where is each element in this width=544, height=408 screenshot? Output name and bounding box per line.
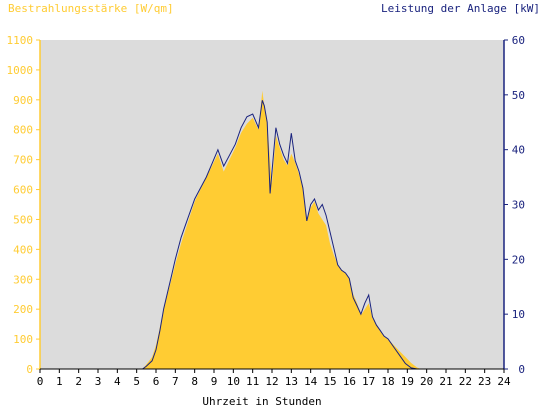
x-tick-label: 3 — [95, 375, 102, 388]
x-tick-label: 16 — [343, 375, 356, 388]
power-line — [40, 100, 504, 370]
left-y-tick-label: 1100 — [7, 34, 34, 47]
x-axis-label: Uhrzeit in Stunden — [202, 395, 321, 408]
left-y-tick-label: 300 — [13, 273, 33, 286]
right-y-tick-label: 10 — [512, 308, 525, 321]
x-tick-label: 12 — [265, 375, 278, 388]
x-tick-label: 2 — [75, 375, 82, 388]
x-tick-label: 15 — [323, 375, 336, 388]
x-tick-label: 8 — [191, 375, 198, 388]
x-tick-label: 20 — [420, 375, 433, 388]
x-tick-label: 0 — [37, 375, 44, 388]
x-ticks: 0 1 2 3 4 5 6 7 8 9 10 11 12 13 14 15 16 17 18 19 20 21 22 23 24 — [37, 369, 511, 388]
x-tick-label: 22 — [459, 375, 472, 388]
right-y-tick-label: 0 — [518, 363, 525, 376]
x-tick-label: 14 — [304, 375, 318, 388]
left-y-tick-label: 600 — [13, 184, 33, 197]
x-tick-label: 17 — [362, 375, 375, 388]
x-tick-label: 5 — [133, 375, 140, 388]
x-tick-label: 9 — [211, 375, 218, 388]
x-tick-label: 13 — [285, 375, 298, 388]
right-y-ticks: 0 10 20 30 40 50 60 — [504, 34, 525, 376]
right-y-tick-label: 60 — [512, 34, 525, 47]
x-tick-label: 11 — [246, 375, 259, 388]
x-tick-label: 10 — [227, 375, 240, 388]
left-axis-title: Bestrahlungsstärke [W/qm] — [8, 2, 174, 15]
x-tick-label: 24 — [497, 375, 511, 388]
left-y-tick-label: 700 — [13, 154, 33, 167]
x-tick-label: 4 — [114, 375, 121, 388]
x-tick-label: 7 — [172, 375, 179, 388]
x-tick-label: 1 — [56, 375, 63, 388]
left-y-tick-label: 0 — [26, 363, 33, 376]
left-y-tick-label: 1000 — [7, 64, 34, 77]
left-y-tick-label: 400 — [13, 243, 33, 256]
x-tick-label: 23 — [478, 375, 491, 388]
right-axis-title: Leistung der Anlage [kW] — [381, 2, 540, 15]
x-tick-label: 18 — [381, 375, 394, 388]
left-y-tick-label: 800 — [13, 124, 33, 137]
x-tick-label: 19 — [401, 375, 414, 388]
x-tick-label: 21 — [439, 375, 452, 388]
left-y-tick-label: 200 — [13, 303, 33, 316]
left-y-tick-label: 900 — [13, 94, 33, 107]
left-y-tick-label: 500 — [13, 213, 33, 226]
right-y-tick-label: 20 — [512, 253, 525, 266]
right-y-tick-label: 40 — [512, 144, 525, 157]
right-y-tick-label: 30 — [512, 199, 525, 212]
x-tick-label: 6 — [153, 375, 160, 388]
right-y-tick-label: 50 — [512, 89, 525, 102]
left-y-ticks: 0 100 200 300 400 500 600 700 800 900 1000 1100 — [7, 34, 40, 376]
left-y-tick-label: 100 — [13, 333, 33, 346]
irradiance-area — [40, 90, 504, 370]
